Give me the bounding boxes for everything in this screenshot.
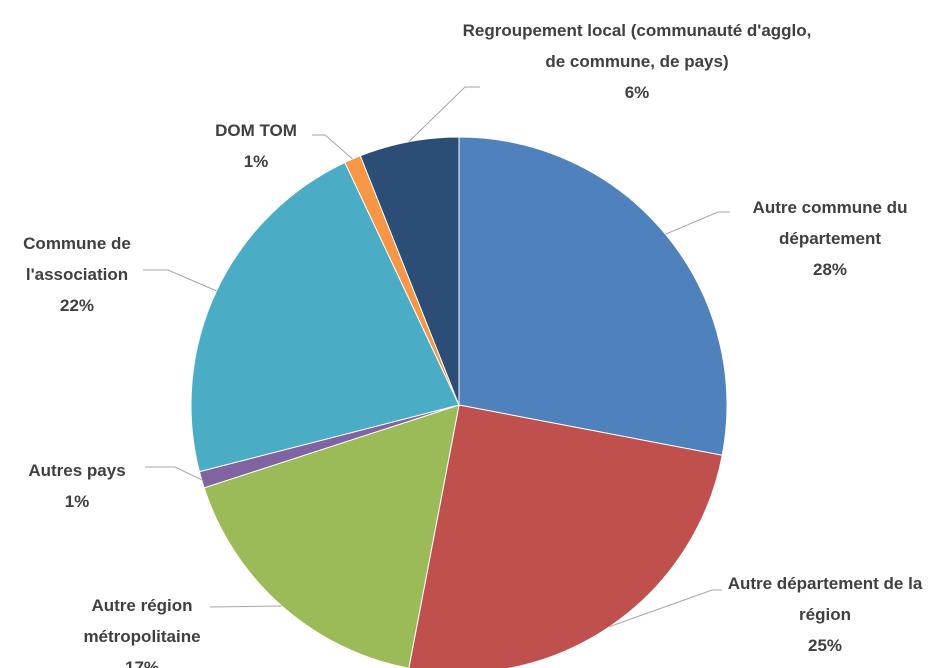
value-label: 17% — [124, 658, 160, 668]
slice-label: Autre commune du département 28% — [725, 192, 930, 285]
value-label: 6% — [624, 83, 650, 102]
pie-slice — [458, 136, 728, 456]
slice-label: Regroupement local (communauté d'agglo, … — [462, 15, 812, 108]
value-label: 22% — [59, 296, 95, 315]
leader-line — [609, 589, 722, 628]
category-label: Regroupement local (communauté d'agglo, … — [462, 21, 812, 71]
pie-slice — [408, 404, 723, 668]
leader-line — [312, 134, 353, 160]
category-label: Commune de l'association — [23, 234, 131, 284]
pie-slice — [203, 404, 460, 668]
leader-line — [408, 86, 480, 143]
leader-line — [143, 269, 217, 292]
value-label: 1% — [243, 152, 269, 171]
slice-label: DOM TOM 1% — [201, 115, 311, 177]
leader-line — [665, 211, 730, 235]
leader-line — [145, 466, 202, 481]
slice-label: Autre département de la région 25% — [720, 568, 930, 661]
slice-label: Autres pays 1% — [2, 455, 152, 517]
category-label: Autre département de la région — [727, 574, 923, 624]
category-label: Autre région métropolitaine — [83, 596, 201, 646]
category-label: Autre commune du département — [752, 198, 908, 248]
value-label: 25% — [807, 636, 843, 655]
category-label: Autres pays — [28, 461, 126, 480]
slice-label: Autre région métropolitaine 17% — [57, 590, 227, 668]
category-label: DOM TOM — [215, 121, 297, 140]
value-label: 28% — [812, 260, 848, 279]
value-label: 1% — [64, 492, 90, 511]
slice-label: Commune de l'association 22% — [2, 228, 152, 321]
leader-line — [209, 605, 282, 608]
